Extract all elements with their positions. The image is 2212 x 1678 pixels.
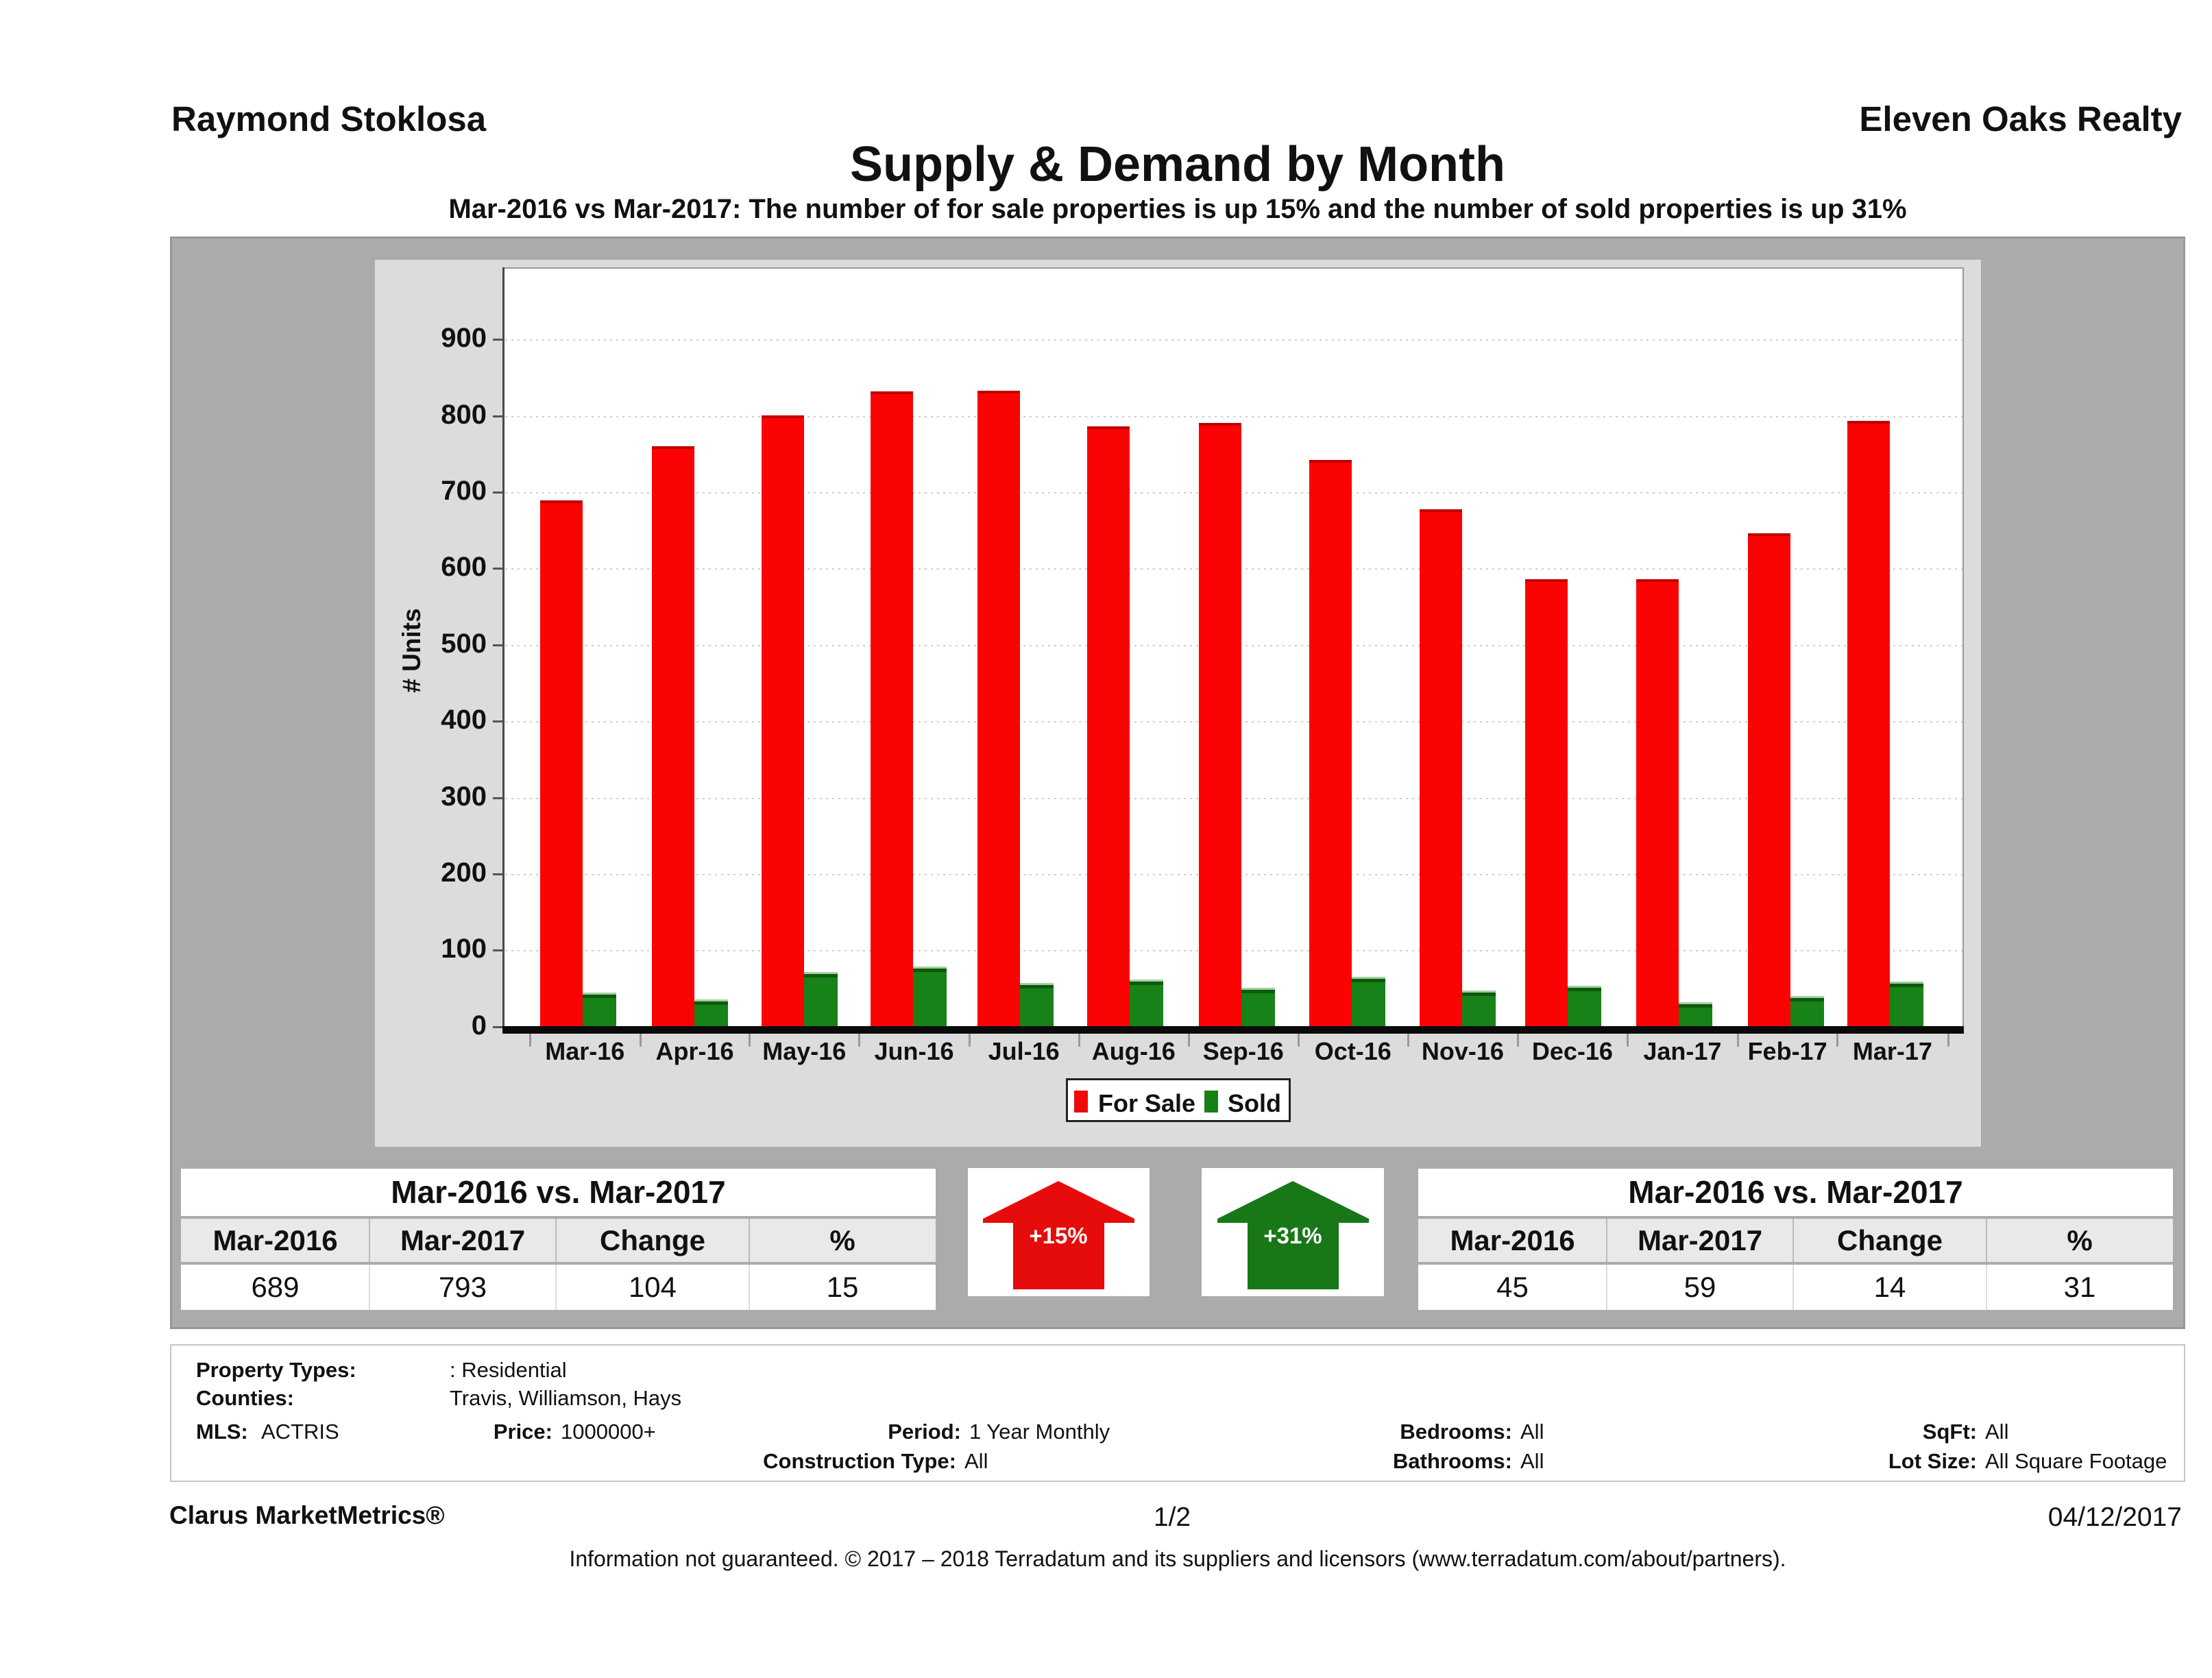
svg-text:+15%: +15%: [1029, 1223, 1087, 1248]
svg-text:+31%: +31%: [1263, 1223, 1322, 1248]
